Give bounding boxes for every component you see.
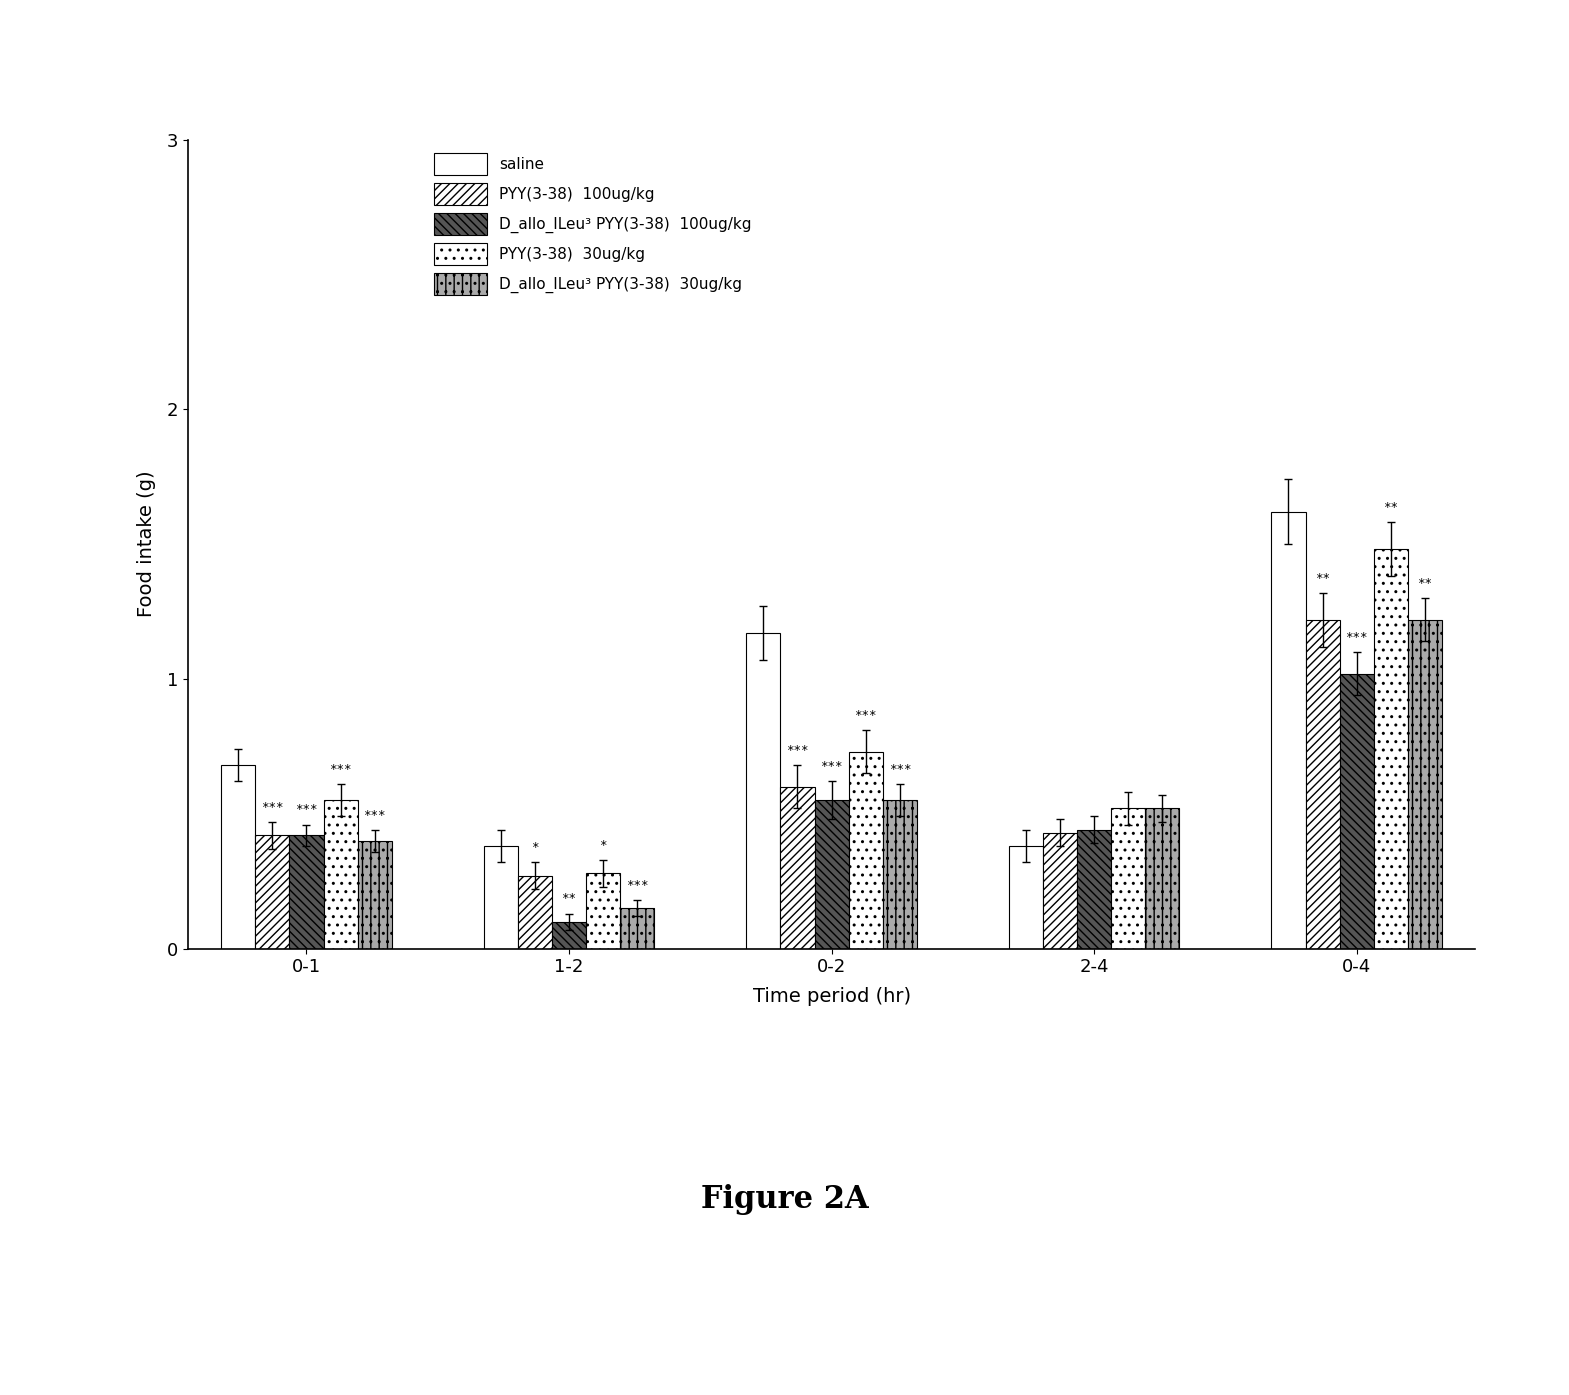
Bar (289, 836, 323, 949)
Bar (1076, 830, 1111, 949)
Text: ***: *** (364, 809, 386, 822)
Bar (780, 787, 814, 949)
Bar (1009, 847, 1043, 949)
Bar (587, 873, 620, 949)
Bar (358, 841, 392, 949)
Bar (814, 801, 849, 949)
Text: **: ** (1384, 501, 1398, 515)
Legend: saline, PYY(3-38)  100ug/kg, D_allo_ILeu³ PYY(3-38)  100ug/kg, PYY(3-38)  30ug/k: saline, PYY(3-38) 100ug/kg, D_allo_ILeu³… (427, 146, 758, 301)
Text: ***: *** (821, 760, 843, 773)
Y-axis label: Food intake (g): Food intake (g) (137, 470, 155, 618)
Text: *: * (532, 841, 538, 854)
Bar (1145, 808, 1180, 949)
Text: **: ** (562, 893, 576, 905)
Text: ***: *** (260, 801, 284, 813)
X-axis label: Time period (hr): Time period (hr) (753, 988, 910, 1006)
Bar (883, 801, 916, 949)
Text: ***: *** (786, 744, 808, 757)
Text: ***: *** (626, 879, 648, 891)
Bar (483, 847, 518, 949)
Bar (518, 876, 552, 949)
Text: **: ** (1315, 572, 1331, 585)
Bar (221, 766, 256, 949)
Bar (620, 908, 654, 949)
Text: Figure 2A: Figure 2A (701, 1184, 868, 1215)
Bar (747, 633, 780, 949)
Text: ***: *** (329, 763, 351, 776)
Bar (1305, 619, 1340, 949)
Bar (1111, 808, 1145, 949)
Bar (1407, 619, 1442, 949)
Text: ***: *** (295, 804, 317, 816)
Bar (1340, 674, 1374, 949)
Bar (1271, 512, 1305, 949)
Bar (1374, 550, 1407, 949)
Text: ***: *** (855, 709, 877, 723)
Text: ***: *** (888, 763, 912, 776)
Text: ***: *** (1346, 631, 1368, 644)
Bar (552, 922, 587, 949)
Bar (256, 836, 289, 949)
Text: *: * (599, 838, 607, 851)
Bar (849, 752, 883, 949)
Text: **: ** (1417, 578, 1432, 590)
Bar (1043, 833, 1076, 949)
Bar (323, 801, 358, 949)
